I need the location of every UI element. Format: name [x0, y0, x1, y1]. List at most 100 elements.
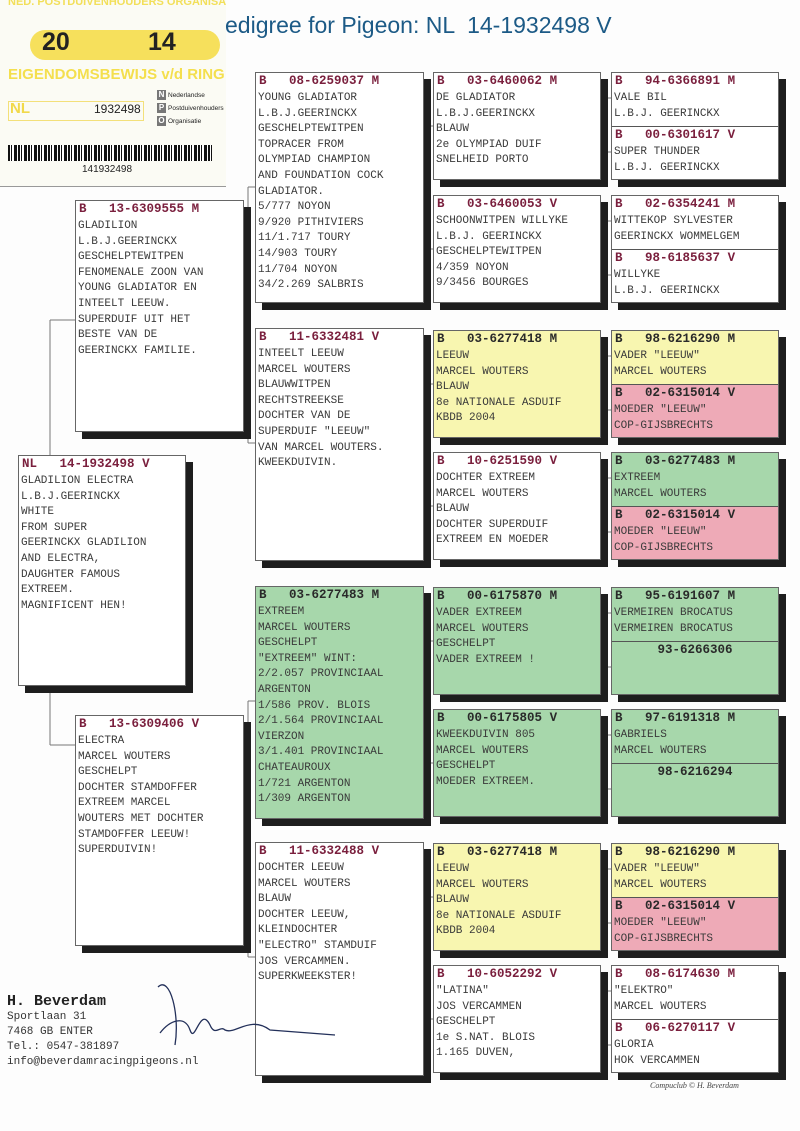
pigeon-card-great-great-grandparent[interactable]: B 98-6185637 V WILLYKE L.B.J. GEERINCKX — [612, 249, 778, 302]
pigeon-card-great-grandparent[interactable]: B 03-6277418 M LEEUW MARCEL WOUTERS BLAUW 8e… — [433, 843, 601, 951]
pigeon-info-line: GESCHELPT — [78, 766, 138, 779]
ring-sex: V — [727, 508, 736, 522]
ring-country: B — [259, 844, 267, 858]
pigeon-card-grandparent[interactable]: B 11-6332481 V INTEELT LEEUW MARCEL WOUTER… — [255, 328, 424, 561]
pigeon-card-great-great-grandparent[interactable]: B 02-6315014 V MOEDER "LEEUW" COP-GIJSBREC… — [612, 506, 778, 559]
ring-country: B — [615, 845, 623, 859]
pigeon-info-line: DOCHTER LEEUW, — [258, 908, 351, 921]
pigeon-info-line: MAGNIFICENT HEN! — [21, 599, 127, 612]
pigeon-info-line: EXTREEM MARCEL — [78, 797, 171, 810]
pigeon-info-line: BESTE VAN DE — [78, 329, 158, 342]
pigeon-card-great-great-grandparent[interactable]: 93-6266306 — [612, 641, 778, 694]
ring-header: B 00-6175805 V — [434, 710, 600, 728]
pigeon-info-line: MARCEL WOUTERS — [78, 750, 171, 763]
pigeon-info-line: DOCHTER LEEUW — [258, 862, 344, 874]
pigeon-info-line: LEEUW — [436, 863, 470, 875]
ring-header: B 08-6259037 M — [256, 73, 423, 91]
pigeon-card-great-grandparent[interactable]: B 10-6052292 V "LATINA" JOS VERCAMMEN GESCH… — [433, 965, 601, 1073]
pigeon-card-great-great-grandparent[interactable]: B 95-6191607 M VERMEIREN BROCATUS VERMEIRE… — [612, 588, 778, 641]
pigeon-card-great-great-grandparent[interactable]: B 02-6315014 V MOEDER "LEEUW" COP-GIJSBREC… — [612, 897, 778, 950]
pigeon-info-line: 1e S.NAT. BLOIS — [436, 1031, 536, 1044]
pigeon-info-line: MARCEL WOUTERS — [614, 878, 707, 891]
pigeon-info-line: CHATEAUROUX — [258, 761, 331, 774]
pigeon-info-line: L.B.J. GEERINCKX — [614, 107, 720, 120]
pigeon-info-line: VADER EXTREEM — [436, 607, 522, 619]
ring-ownership-card: NED. POSTDUIVENHOUDERS ORGANISATIE 20 14… — [0, 0, 226, 187]
breeder-city: 7468 GB ENTER — [7, 1026, 93, 1038]
pigeon-info-line: GLADILION — [78, 220, 138, 232]
pigeon-card-great-great-grandparent[interactable]: B 02-6315014 V MOEDER "LEEUW" COP-GIJSBREC… — [612, 384, 778, 437]
pigeon-card-great-great-grandparent[interactable]: B 97-6191318 M GABRIELS MARCEL WOUTERS — [612, 710, 778, 763]
pigeon-card-grandparent[interactable]: B 03-6277483 M EXTREEM MARCEL WOUTERS GESCH… — [255, 586, 424, 819]
pigeon-card-great-great-grandparent[interactable]: B 06-6270117 V GLORIA HOK VERCAMMEN — [612, 1019, 778, 1072]
pigeon-card-great-great-grandparent[interactable]: 98-6216294 — [612, 763, 778, 816]
pigeon-info-line: SUPERKWEEKSTER! — [258, 971, 358, 984]
pigeon-info-line: JOS VERCAMMEN. — [258, 955, 351, 968]
ring-country: B — [615, 197, 623, 211]
pigeon-info-line: VADER EXTREEM ! — [436, 653, 536, 666]
ring-country: B — [615, 74, 623, 88]
ring-header: B 11-6332488 V — [256, 843, 423, 861]
pigeon-info-line: 9/3456 BOURGES — [436, 277, 529, 290]
pigeon-info-line: AND ELECTRA, — [21, 552, 101, 565]
pigeon-info-line: HOK VERCAMMEN — [614, 1054, 700, 1067]
pigeon-card-great-grandparent[interactable]: B 00-6175870 M VADER EXTREEM MARCEL WOUTER… — [433, 587, 601, 695]
ring-country: B — [615, 589, 623, 603]
ring-header: B 03-6277483 M — [612, 453, 778, 471]
ring-ring: 02-6315014 — [645, 508, 721, 522]
ring-ring: 10-6052292 — [467, 967, 543, 981]
pigeon-info-line: MARCEL WOUTERS — [258, 621, 351, 634]
pigeon-card-great-great-grandparent[interactable]: B 03-6277483 M EXTREEM MARCEL WOUTERS — [612, 453, 778, 506]
pigeon-card-great-grandparent[interactable]: B 03-6277418 M LEEUW MARCEL WOUTERS BLAUW 8e… — [433, 330, 601, 438]
pigeon-info-line: GESCHELPTEWITPEN — [258, 123, 364, 136]
pigeon-card-great-great-grandparent[interactable]: B 00-6301617 V SUPER THUNDER L.B.J. GEERIN… — [612, 126, 778, 179]
pigeon-info-line: BLAUW — [436, 123, 470, 136]
ring-sex: M — [727, 197, 736, 211]
ring-country: B — [615, 128, 623, 142]
pigeon-info-line: L.B.J. GEERINCKX — [436, 230, 542, 243]
pigeon-card-great-great-grandparent[interactable]: B 02-6354241 M WITTEKOP SYLVESTER GEERINCK… — [612, 196, 778, 249]
pigeon-card-great-grandparent[interactable]: B 03-6460053 V SCHOONWITPEN WILLYKE L.B.J.… — [433, 195, 601, 303]
pigeon-info-line: JOS VERCAMMEN — [436, 1000, 522, 1013]
pigeon-info-line: SCHOONWITPEN WILLYKE — [436, 215, 569, 227]
pigeon-card-parent[interactable]: B 13-6309406 V ELECTRA MARCEL WOUTERS GESCH… — [75, 715, 244, 946]
ring-ring: 00-6301617 — [645, 128, 721, 142]
pigeon-info-line: WOUTERS MET DOCHTER — [78, 812, 204, 825]
card-year-right: 14 — [148, 28, 176, 56]
ring-sex: V — [191, 717, 200, 731]
pigeon-card-great-great-grandparent[interactable]: B 98-6216290 M VADER "LEEUW" MARCEL WOUTER… — [612, 331, 778, 384]
ring-country: B — [437, 589, 445, 603]
ring-sex: V — [549, 967, 558, 981]
pigeon-info-line: KBDB 2004 — [436, 925, 496, 938]
pigeon-card-grandparent[interactable]: B 11-6332488 V DOCHTER LEEUW MARCEL WOUTER… — [255, 842, 424, 1076]
pigeon-card-grandparent[interactable]: B 08-6259037 M YOUNG GLADIATOR L.B.J.GEERI… — [255, 72, 424, 303]
pigeon-card-great-great-grandparent[interactable]: B 08-6174630 M "ELEKTRO" MARCEL WOUTERS — [612, 966, 778, 1019]
pigeon-card-great-great-grandparent[interactable]: B 98-6216290 M VADER "LEEUW" MARCEL WOUTER… — [612, 844, 778, 897]
ring-ring: 94-6366891 — [645, 74, 721, 88]
ring-sex: V — [727, 251, 736, 265]
ring-ring: 98-6216294 — [657, 765, 733, 779]
pigeon-card-great-great-grandparent[interactable]: B 94-6366891 M VALE BIL L.B.J. GEERINCKX — [612, 73, 778, 126]
pigeon-card-great-grandparent[interactable]: B 00-6175805 V KWEEKDUIVIN 805 MARCEL WOUT… — [433, 709, 601, 817]
pigeon-info-line: 2e OLYMPIAD DUIF — [436, 138, 542, 151]
ring-sex: M — [549, 74, 558, 88]
ring-header: B 02-6315014 V — [612, 898, 778, 916]
pigeon-info-line: GLORIA — [614, 1039, 654, 1051]
pigeon-card-pair: B 97-6191318 M GABRIELS MARCEL WOUTERS 98-6… — [611, 709, 779, 817]
pigeon-card-parent[interactable]: B 13-6309555 M GLADILION L.B.J.GEERINCKX GE… — [75, 200, 244, 432]
card-country: NL — [10, 100, 30, 117]
ring-ring: 11-6332488 — [289, 844, 365, 858]
ring-country: B — [437, 197, 445, 211]
pigeon-card-great-grandparent[interactable]: B 10-6251590 V DOCHTER EXTREEM MARCEL WOUT… — [433, 452, 601, 560]
npo-line: Organisatie — [168, 118, 202, 125]
pigeon-info-line: L.B.J. GEERINCKX — [614, 284, 720, 297]
pigeon-card-subject[interactable]: NL 14-1932498 V GLADILION ELECTRA L.B.J.GE… — [18, 455, 186, 686]
page-title: edigree for Pigeon: NL 14-1932498 V — [225, 12, 612, 38]
ring-country: B — [259, 588, 267, 602]
ring-sex: M — [549, 845, 558, 859]
pigeon-info-line: WILLYKE — [614, 269, 661, 281]
pigeon-card-great-grandparent[interactable]: B 03-6460062 M DE GLADIATOR L.B.J.GEERINCK… — [433, 72, 601, 180]
pigeon-info-line: 4/359 NOYON — [436, 261, 509, 274]
ring-ring: 08-6174630 — [645, 967, 721, 981]
